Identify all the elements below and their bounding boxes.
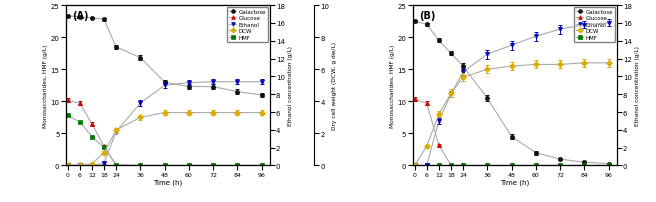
Y-axis label: Monosaccharides, HMF (g/L): Monosaccharides, HMF (g/L) [390, 44, 394, 127]
X-axis label: Time (h): Time (h) [153, 178, 182, 185]
Text: (B): (B) [419, 11, 435, 21]
Y-axis label: Monosaccharides, HMF (g/L): Monosaccharides, HMF (g/L) [43, 44, 48, 127]
Y-axis label: Ethanol concentration (g/L): Ethanol concentration (g/L) [634, 46, 640, 126]
Legend: Galactose, Glucose, Ethanol, DCW, HMF: Galactose, Glucose, Ethanol, DCW, HMF [227, 8, 268, 43]
Text: (A): (A) [72, 11, 88, 21]
Y-axis label: Dry cell weight (DCW, g dw/L): Dry cell weight (DCW, g dw/L) [332, 42, 337, 130]
X-axis label: Time (h): Time (h) [500, 178, 529, 185]
Legend: Galactose, Glucose, Ethanol, DCW, HMF: Galactose, Glucose, Ethanol, DCW, HMF [574, 8, 615, 43]
Y-axis label: Ethanol concentration (g/L): Ethanol concentration (g/L) [288, 46, 293, 126]
